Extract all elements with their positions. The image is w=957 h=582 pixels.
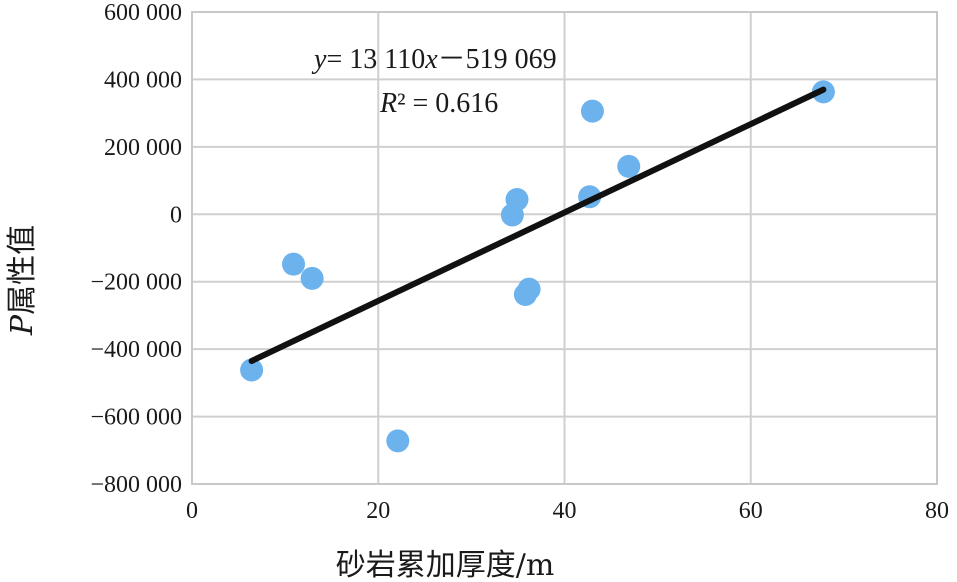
x-tick-label: 0: [186, 498, 198, 524]
x-axis-title: 砂岩累加厚度/m: [336, 548, 555, 582]
data-point: [580, 99, 604, 123]
y-tick-label: −400 000: [90, 337, 182, 363]
data-points: [240, 80, 835, 453]
x-tick-label: 80: [925, 498, 949, 524]
data-point: [282, 252, 306, 276]
data-point: [617, 154, 641, 178]
plot-frame: [191, 11, 938, 485]
data-point: [505, 187, 529, 211]
x-tick-label: 20: [366, 498, 390, 524]
y-tick-label: −800 000: [90, 472, 182, 498]
x-axis-ticks: 0 20 40 60 80: [186, 498, 949, 524]
y-axis-ticks: −800 000 −600 000 −400 000 −200 000 0 200 000…: [90, 0, 182, 498]
y-tick-label: 600 000: [104, 0, 182, 26]
y-tick-label: 400 000: [104, 67, 182, 93]
y-tick-label: −600 000: [90, 405, 182, 431]
x-tick-label: 60: [739, 498, 763, 524]
y-tick-label: −200 000: [90, 270, 182, 296]
data-point: [240, 358, 264, 382]
y-tick-label: 200 000: [104, 135, 182, 161]
y-axis-title: P属性值: [5, 225, 40, 336]
regression-equation: y= 13 110x－519 069: [311, 44, 557, 75]
r-squared: R² = 0.616: [379, 88, 498, 119]
trend-line: [248, 86, 827, 364]
data-point: [517, 277, 541, 301]
x-tick-label: 40: [553, 498, 577, 524]
data-point: [300, 266, 324, 290]
data-point: [386, 429, 410, 453]
y-tick-label: 0: [170, 202, 182, 228]
